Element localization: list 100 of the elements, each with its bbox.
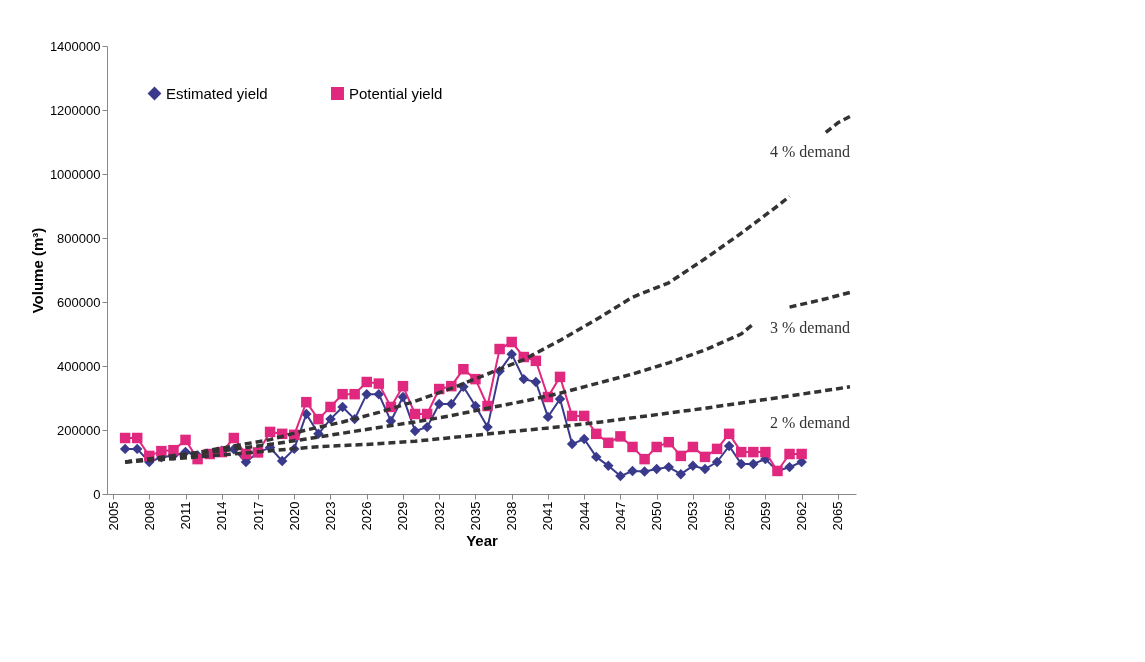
x-tick-label: 2023 bbox=[322, 501, 338, 531]
point bbox=[651, 441, 662, 453]
point bbox=[325, 401, 336, 413]
point bbox=[180, 434, 191, 446]
point bbox=[723, 440, 735, 452]
point bbox=[156, 445, 167, 457]
point bbox=[554, 371, 566, 383]
series-label: 3 % demand bbox=[769, 319, 850, 337]
x-tick-label: 2011 bbox=[178, 501, 194, 530]
x-tick-label: 2041 bbox=[540, 501, 556, 531]
point bbox=[566, 410, 578, 422]
point bbox=[506, 348, 517, 360]
point bbox=[349, 388, 360, 400]
x-tick-label: 2059 bbox=[757, 501, 773, 531]
x-tick-label: 2050 bbox=[649, 501, 665, 531]
y-tick-label: 0 bbox=[93, 486, 101, 502]
point bbox=[675, 450, 687, 462]
point bbox=[530, 376, 542, 388]
point bbox=[723, 428, 735, 440]
point bbox=[313, 428, 324, 440]
point bbox=[591, 428, 602, 440]
y-tick-label: 1400000 bbox=[49, 38, 101, 54]
point bbox=[337, 388, 348, 400]
point bbox=[675, 468, 687, 480]
point bbox=[373, 378, 385, 389]
point bbox=[446, 398, 457, 410]
series-label: 4 % demand bbox=[769, 143, 850, 161]
point bbox=[506, 336, 517, 348]
x-tick-label: 2053 bbox=[685, 501, 701, 531]
x-tick-label: 2032 bbox=[431, 501, 447, 531]
point bbox=[494, 343, 505, 355]
point bbox=[361, 376, 372, 388]
point bbox=[542, 411, 554, 423]
point bbox=[784, 448, 795, 460]
point bbox=[361, 388, 372, 400]
point bbox=[748, 446, 759, 458]
point bbox=[518, 373, 530, 385]
x-tick-label: 2014 bbox=[214, 501, 230, 531]
point bbox=[687, 441, 699, 453]
point bbox=[373, 388, 385, 400]
point bbox=[119, 432, 131, 444]
point bbox=[639, 453, 650, 465]
x-tick-label: 2044 bbox=[576, 501, 592, 531]
y-tick-label: 1000000 bbox=[49, 166, 101, 182]
x-axis-title: Year bbox=[466, 532, 499, 550]
x-tick-label: 2026 bbox=[359, 501, 375, 531]
point bbox=[301, 396, 312, 408]
point bbox=[699, 451, 711, 463]
point bbox=[748, 458, 759, 470]
y-tick-label: 200000 bbox=[57, 422, 101, 438]
point bbox=[603, 460, 614, 472]
point bbox=[337, 401, 348, 413]
point bbox=[615, 470, 626, 482]
y-tick-label: 400000 bbox=[57, 358, 101, 374]
point bbox=[131, 432, 143, 444]
point bbox=[119, 443, 131, 455]
point bbox=[760, 446, 771, 458]
point bbox=[433, 398, 445, 410]
x-tick-label: 2038 bbox=[504, 501, 520, 531]
point bbox=[796, 448, 807, 460]
x-tick-label: 2020 bbox=[286, 501, 302, 531]
point bbox=[276, 455, 288, 467]
point bbox=[663, 461, 674, 473]
series-label: 2 % demand bbox=[769, 413, 850, 431]
x-tick-label: 2062 bbox=[794, 501, 810, 531]
y-axis-title: Volume (m³) bbox=[28, 227, 46, 314]
x-tick-label: 2008 bbox=[141, 501, 157, 531]
point bbox=[603, 437, 614, 449]
point bbox=[409, 425, 421, 437]
point bbox=[397, 380, 409, 392]
point bbox=[421, 421, 433, 433]
point bbox=[663, 436, 674, 448]
point bbox=[639, 466, 650, 477]
point bbox=[735, 458, 747, 470]
point bbox=[627, 465, 638, 477]
x-tick-label: 2065 bbox=[830, 501, 846, 531]
point bbox=[313, 413, 324, 425]
point bbox=[578, 433, 590, 445]
point bbox=[687, 460, 699, 472]
point bbox=[458, 363, 469, 375]
x-tick-label: 2047 bbox=[612, 501, 628, 531]
x-tick-label: 2017 bbox=[250, 501, 266, 531]
legend-label: Estimated yield bbox=[166, 84, 268, 102]
point bbox=[711, 443, 723, 455]
x-tick-label: 2005 bbox=[105, 501, 121, 531]
point bbox=[651, 463, 662, 475]
point bbox=[735, 446, 747, 458]
point bbox=[228, 432, 240, 444]
point bbox=[409, 408, 421, 420]
legend-label: Potential yield bbox=[349, 84, 443, 102]
point bbox=[711, 456, 723, 468]
point bbox=[264, 426, 276, 438]
y-tick-label: 600000 bbox=[57, 294, 101, 310]
x-tick-label: 2035 bbox=[467, 501, 483, 531]
y-tick-label: 1200000 bbox=[49, 102, 101, 118]
point bbox=[578, 410, 590, 422]
point bbox=[591, 451, 602, 463]
point bbox=[627, 441, 638, 453]
x-tick-label: 2056 bbox=[721, 501, 737, 531]
point bbox=[615, 431, 626, 442]
